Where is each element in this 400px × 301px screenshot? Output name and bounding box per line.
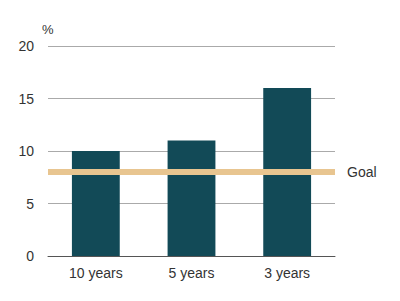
svg-text:5 years: 5 years: [169, 265, 215, 281]
svg-text:%: %: [42, 22, 54, 37]
svg-text:3 years: 3 years: [264, 265, 310, 281]
svg-text:20: 20: [18, 38, 34, 54]
svg-text:10: 10: [18, 143, 34, 159]
svg-text:5: 5: [26, 196, 34, 212]
svg-text:0: 0: [26, 248, 34, 264]
svg-text:10 years: 10 years: [69, 265, 123, 281]
svg-text:Goal: Goal: [347, 164, 377, 180]
svg-text:15: 15: [18, 91, 34, 107]
